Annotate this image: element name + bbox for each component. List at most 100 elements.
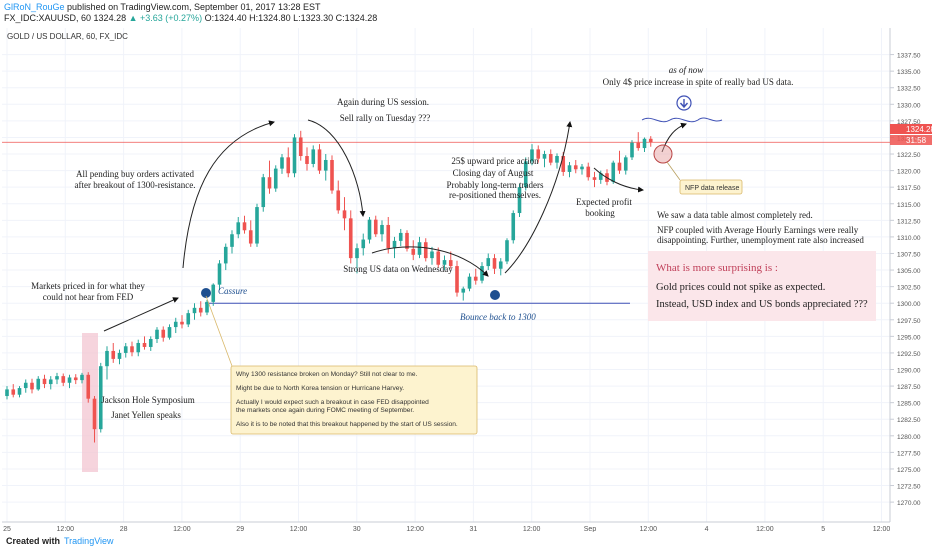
author-link[interactable]: GlRoN_RouGe (4, 2, 65, 12)
candle-body (636, 143, 640, 148)
candle-body (105, 351, 109, 366)
nfp-highlight-circle (654, 145, 672, 163)
candle-body (261, 177, 265, 207)
y-tick-label: 1322.50 (897, 152, 921, 159)
cassure-label: Cassure (218, 286, 247, 296)
price-chart[interactable]: 1337.501335.001332.501330.001327.501325.… (0, 28, 932, 532)
candle-body (574, 165, 578, 169)
candle-body (436, 251, 440, 264)
y-tick-label: 1270.00 (897, 500, 921, 507)
y-tick-label: 1280.00 (897, 434, 921, 441)
y-tick-label: 1335.00 (897, 69, 921, 76)
candle-body (386, 225, 390, 248)
strong-us-text: Strong US data on Wednesday (343, 264, 453, 274)
data-table-text: We saw a data table almost completely re… (657, 210, 813, 220)
last-price-tag-text: 1324.28 (906, 125, 932, 134)
upward-3: Probably long-term traders (447, 180, 544, 190)
expected-profit-2: booking (585, 208, 615, 218)
ohlc-text: O:1324.40 H:1324.80 L:1323.30 C:1324.28 (205, 13, 378, 23)
pending-orders-1: All pending buy orders activated (76, 169, 194, 179)
candle-body (218, 263, 222, 284)
candle-body (36, 379, 40, 390)
y-tick-label: 1272.50 (897, 484, 921, 491)
candle-body (499, 261, 503, 268)
candle-body (205, 302, 209, 313)
bounce-point[interactable] (490, 290, 500, 300)
y-tick-label: 1337.50 (897, 53, 921, 60)
candle-body (486, 258, 490, 266)
candle-body (336, 190, 340, 210)
candle-body (349, 218, 353, 258)
candle-body (361, 240, 365, 249)
candle-body (624, 157, 628, 170)
candle-body (236, 222, 240, 234)
note-line-4: the markets once again during FOMC meeti… (236, 407, 414, 414)
candle-body (430, 251, 434, 258)
candle-body (111, 351, 115, 359)
candle-body (24, 383, 28, 388)
candle-body (143, 343, 147, 347)
candle-body (124, 346, 128, 353)
candle-body (555, 156, 559, 163)
surprise-line-2: Instead, USD index and US bonds apprecia… (656, 299, 868, 310)
surprise-title: What is more surprising is : (656, 262, 778, 274)
y-tick-label: 1310.00 (897, 235, 921, 242)
candle-body (86, 375, 90, 399)
candle-body (393, 241, 397, 248)
candle-body (243, 222, 247, 230)
jackson-1: Jackson Hole Symposium (101, 395, 195, 405)
symbol-text: FX_IDC:XAUUSD, 60 (4, 13, 91, 23)
y-tick-label: 1330.00 (897, 102, 921, 109)
candle-body (11, 389, 15, 394)
y-tick-label: 1307.50 (897, 251, 921, 258)
candle-body (5, 389, 9, 396)
candle-body (424, 242, 428, 258)
candle-body (549, 154, 553, 163)
surprise-line-1: Gold prices could not spike as expected. (656, 282, 825, 293)
footer: Created with TradingView (0, 532, 932, 550)
candle-body (343, 210, 347, 218)
candle-body (155, 330, 159, 339)
candle-body (593, 177, 597, 180)
y-tick-label: 1315.00 (897, 202, 921, 209)
markets-priced-2: could not hear from FED (43, 292, 134, 302)
y-tick-label: 1292.50 (897, 351, 921, 358)
expected-profit-1: Expected profit (576, 197, 632, 207)
bounce-label: Bounce back to 1300 (460, 312, 536, 322)
y-tick-label: 1295.00 (897, 334, 921, 341)
candle-body (268, 177, 272, 188)
candle-body (274, 169, 278, 189)
candle-body (193, 308, 197, 313)
y-tick-label: 1287.50 (897, 384, 921, 391)
candle-body (43, 379, 47, 384)
candle-body (255, 207, 259, 243)
candle-body (468, 277, 472, 289)
candle-body (186, 313, 190, 324)
countdown-text: 31:58 (906, 136, 927, 145)
markets-priced-1: Markets priced in for what they (31, 281, 145, 291)
published-text: published on TradingView.com, September … (67, 2, 321, 12)
candle-body (61, 376, 65, 383)
candle-body (380, 225, 384, 234)
candle-body (199, 308, 203, 313)
candle-body (93, 399, 97, 429)
upward-2: Closing day of August (453, 168, 534, 178)
candle-body (455, 266, 459, 293)
created-with-text: Created with TradingView (6, 536, 114, 546)
candle-body (249, 230, 253, 243)
nfp-coupled-2: disappointing. Further, unemployment rat… (657, 235, 864, 245)
chart-title: GOLD / US DOLLAR, 60, FX_IDC (7, 32, 128, 41)
candle-body (293, 137, 297, 173)
upward-4: re-positioned themselves. (449, 190, 541, 200)
candle-body (374, 220, 378, 235)
tradingview-logo[interactable]: TradingView (64, 536, 114, 546)
sell-rally-text: Sell rally on Tuesday ??? (340, 113, 431, 123)
candle-body (586, 167, 590, 178)
y-tick-label: 1312.50 (897, 218, 921, 225)
candle-body (411, 249, 415, 255)
candle-body (136, 343, 140, 352)
candle-body (311, 149, 315, 164)
y-tick-label: 1290.00 (897, 368, 921, 375)
upward-1: 25$ upward price action (451, 156, 539, 166)
candle-body (618, 163, 622, 171)
